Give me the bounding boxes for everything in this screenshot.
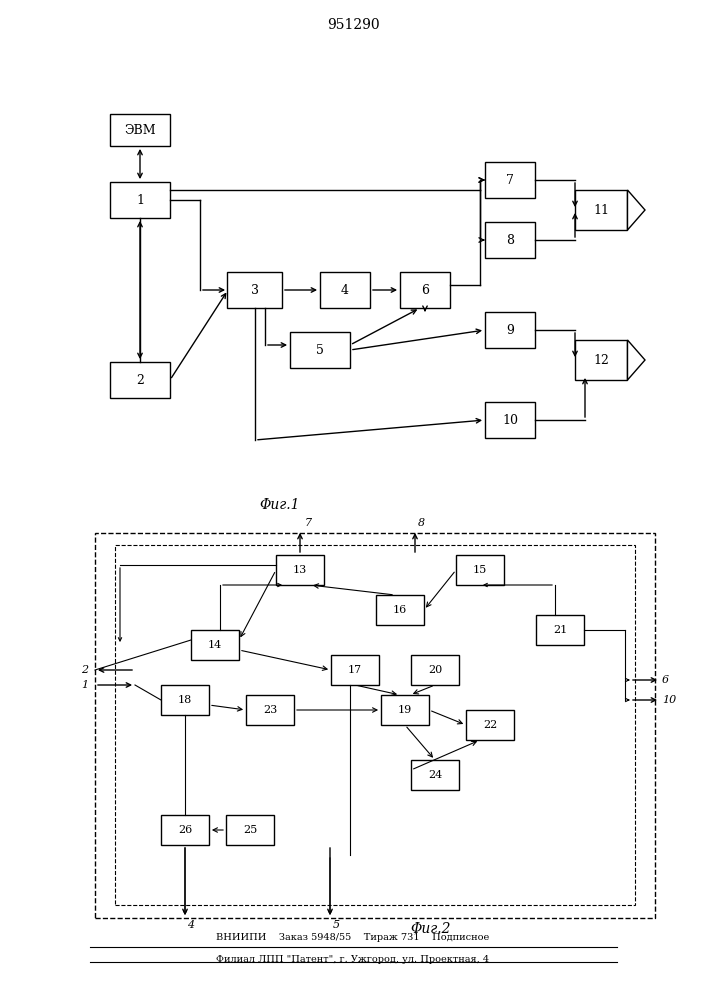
Text: 7: 7 [506,174,514,186]
FancyBboxPatch shape [376,595,424,625]
FancyBboxPatch shape [228,272,283,308]
Text: 24: 24 [428,770,442,780]
Text: 15: 15 [473,565,487,575]
FancyBboxPatch shape [246,695,294,725]
Text: 17: 17 [348,665,362,675]
Text: 19: 19 [398,705,412,715]
Text: 16: 16 [393,605,407,615]
Text: ЭВМ: ЭВМ [124,123,156,136]
Text: 21: 21 [553,625,567,635]
FancyBboxPatch shape [161,815,209,845]
FancyBboxPatch shape [331,655,379,685]
Text: 5: 5 [316,344,324,357]
Text: 22: 22 [483,720,497,730]
Text: 2: 2 [81,665,88,675]
Text: 8: 8 [418,518,425,528]
Text: 10: 10 [662,695,677,705]
Polygon shape [575,190,628,230]
Text: 2: 2 [136,373,144,386]
FancyBboxPatch shape [485,312,535,348]
Text: 12: 12 [593,354,609,366]
Text: 1: 1 [81,680,88,690]
Text: 23: 23 [263,705,277,715]
FancyBboxPatch shape [381,695,429,725]
FancyBboxPatch shape [456,555,504,585]
FancyBboxPatch shape [536,615,584,645]
FancyBboxPatch shape [290,332,350,368]
FancyBboxPatch shape [226,815,274,845]
FancyBboxPatch shape [400,272,450,308]
Text: Φиг.1: Φиг.1 [259,498,300,512]
Text: 951290: 951290 [327,18,380,32]
FancyBboxPatch shape [110,362,170,398]
Text: ВНИИПИ    Заказ 5948/55    Тираж 731    Подписное: ВНИИПИ Заказ 5948/55 Тираж 731 Подписное [216,933,490,942]
FancyBboxPatch shape [191,630,239,660]
Text: 9: 9 [506,324,514,336]
FancyBboxPatch shape [110,114,170,146]
Text: 26: 26 [178,825,192,835]
Text: 7: 7 [305,518,312,528]
Text: 13: 13 [293,565,307,575]
FancyBboxPatch shape [276,555,324,585]
FancyBboxPatch shape [485,402,535,438]
FancyBboxPatch shape [161,685,209,715]
FancyBboxPatch shape [110,182,170,218]
Text: 6: 6 [421,284,429,296]
Text: 6: 6 [662,675,669,685]
Text: 4: 4 [341,284,349,296]
FancyBboxPatch shape [485,162,535,198]
FancyBboxPatch shape [320,272,370,308]
Text: Φиг.2: Φиг.2 [410,922,450,936]
Text: 25: 25 [243,825,257,835]
Text: 4: 4 [187,920,194,930]
Text: 14: 14 [208,640,222,650]
Text: 5: 5 [333,920,340,930]
Text: Филиал ЛПП "Патент", г. Ужгород, ул. Проектная, 4: Филиал ЛПП "Патент", г. Ужгород, ул. Про… [216,955,489,964]
Polygon shape [628,340,645,380]
Text: 8: 8 [506,233,514,246]
Text: 20: 20 [428,665,442,675]
Text: 11: 11 [593,204,609,217]
FancyBboxPatch shape [466,710,514,740]
Text: 10: 10 [502,414,518,426]
FancyBboxPatch shape [485,222,535,258]
FancyBboxPatch shape [95,533,655,918]
Polygon shape [628,190,645,230]
Polygon shape [575,340,628,380]
FancyBboxPatch shape [411,655,459,685]
Text: 1: 1 [136,194,144,207]
Text: 18: 18 [178,695,192,705]
FancyBboxPatch shape [411,760,459,790]
Text: 3: 3 [251,284,259,296]
